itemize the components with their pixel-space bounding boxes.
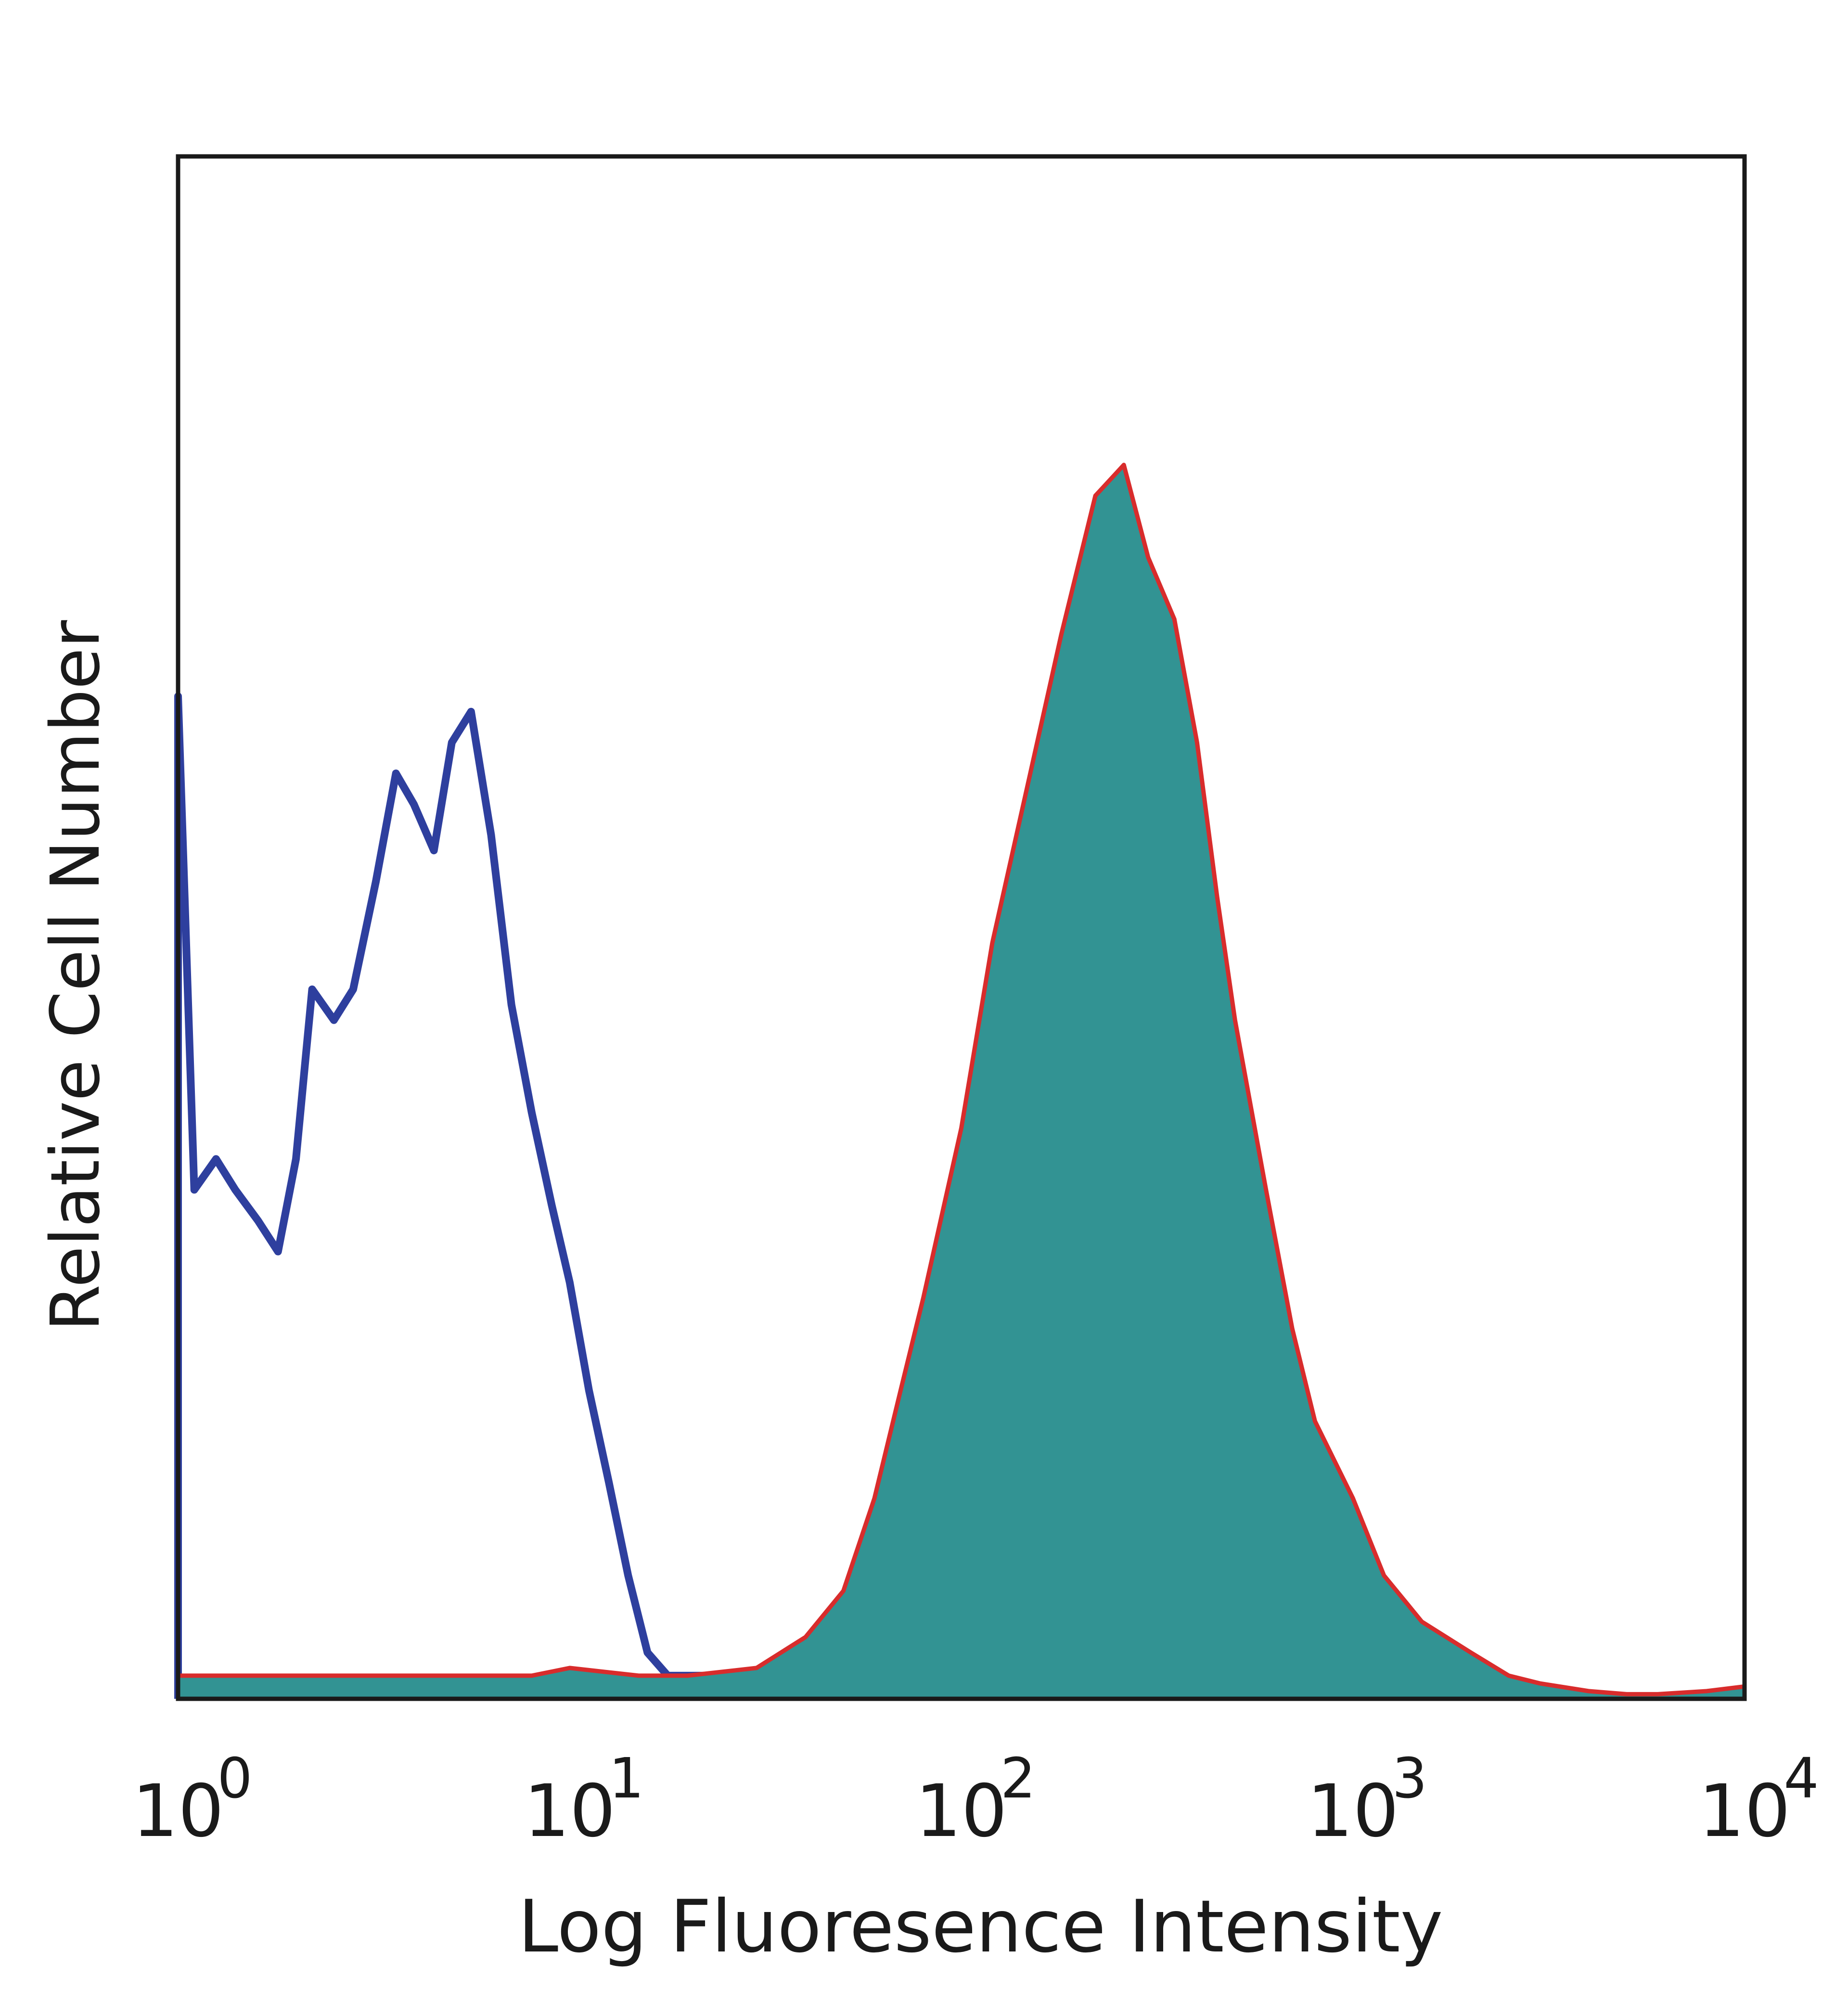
x-axis-label: Log Fluoresence Intensity [518, 1885, 1443, 1969]
x-tick-base-0: 10 [132, 1770, 224, 1853]
x-tick-base-4: 10 [1699, 1770, 1791, 1853]
x-tick-label-0: 100 [132, 1746, 253, 1853]
x-tick-exponent-4: 4 [1784, 1746, 1819, 1811]
x-tick-label-4: 104 [1699, 1746, 1819, 1853]
x-tick-exponent-0: 0 [217, 1746, 252, 1811]
series-0-line [174, 692, 783, 1699]
x-tick-base-2: 10 [915, 1770, 1007, 1853]
x-tick-base-3: 10 [1307, 1770, 1399, 1853]
x-tick-exponent-1: 1 [609, 1746, 644, 1811]
series-1-outline [178, 462, 1745, 1696]
series-1-fill [178, 465, 1745, 1699]
x-tick-label-2: 102 [915, 1746, 1036, 1853]
y-axis-label: Relative Cell Number [37, 620, 115, 1331]
x-tick-base-1: 10 [524, 1770, 616, 1853]
x-tick-label-3: 103 [1307, 1746, 1427, 1853]
x-tick-exponent-2: 2 [1001, 1746, 1036, 1811]
x-tick-label-1: 101 [524, 1746, 644, 1853]
plot-frame [176, 154, 1747, 1701]
x-tick-exponent-3: 3 [1392, 1746, 1427, 1811]
